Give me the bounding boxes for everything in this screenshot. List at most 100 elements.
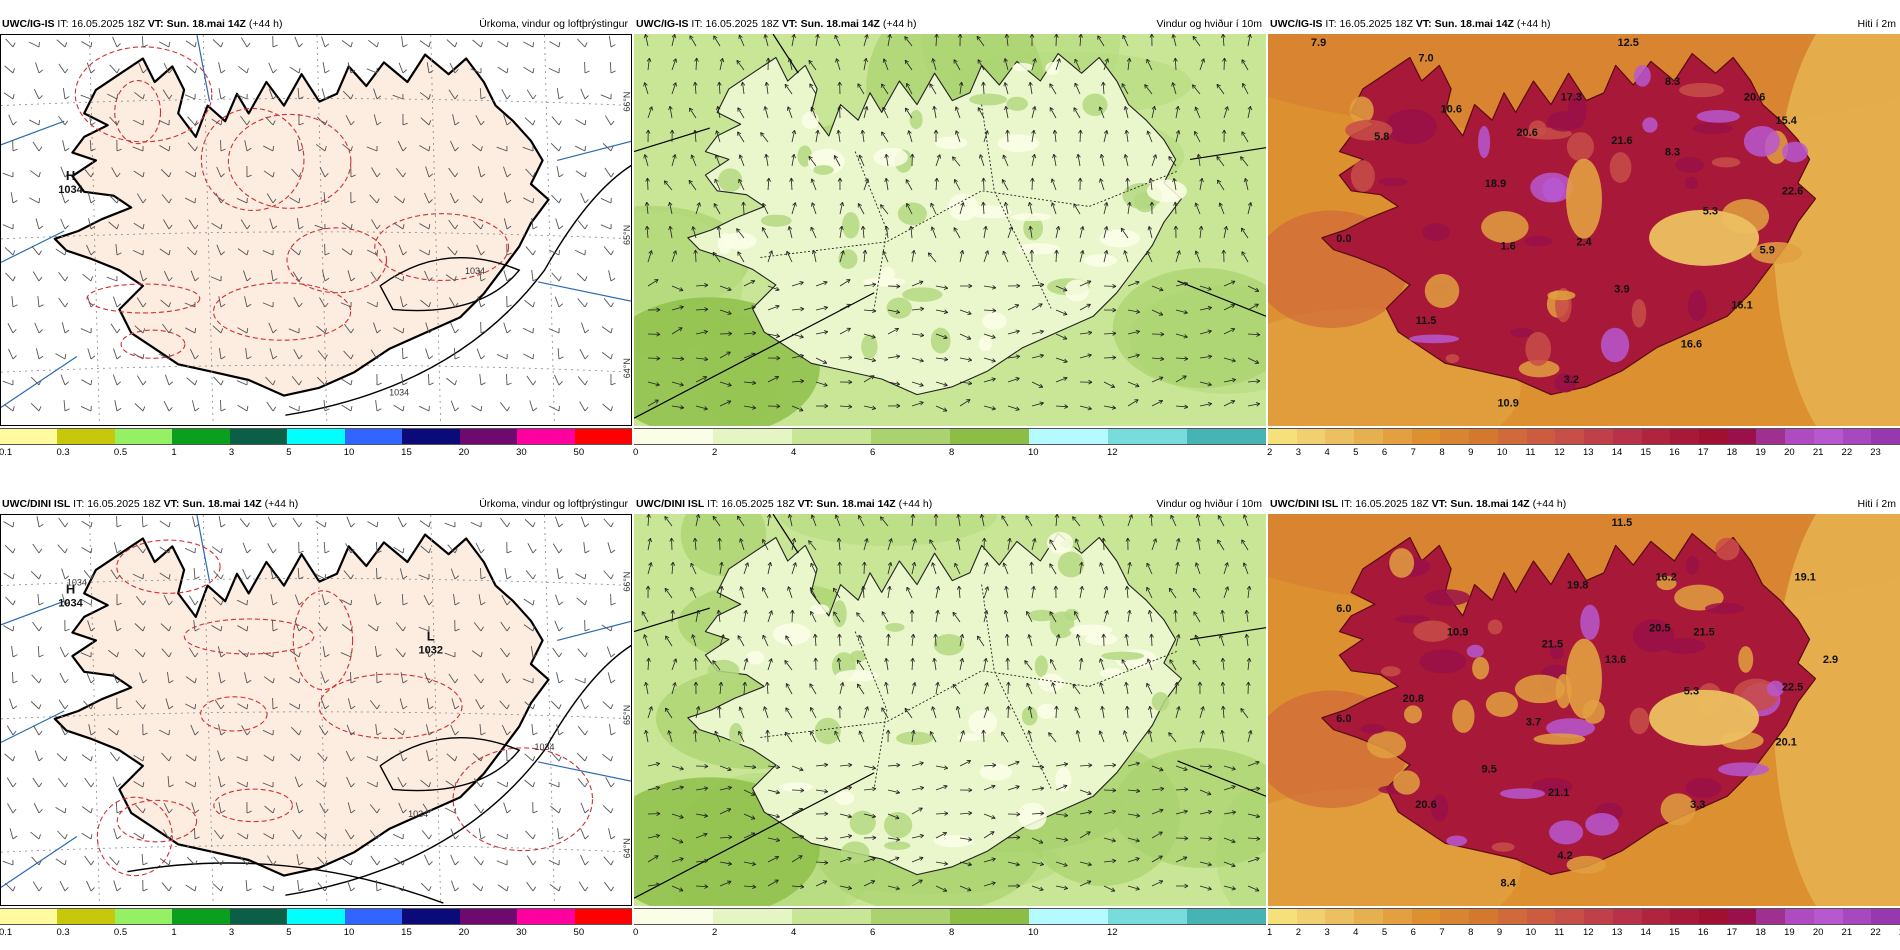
colorbar-tick-label: 17	[1726, 927, 1738, 938]
model-name: UWC/IG-IS	[636, 18, 689, 30]
colorbar-cell	[634, 429, 713, 444]
pressure-center-value: 1034	[58, 597, 83, 609]
map-svg	[634, 34, 1266, 426]
colorbar-cell	[172, 909, 230, 924]
temperature-label: 16.6	[1681, 339, 1702, 351]
colorbar-tick-label: 7	[1410, 447, 1416, 458]
colorbar-cell	[1296, 429, 1326, 444]
map-panel-igis-wind: UWC/IG-IS IT: 16.05.2025 18Z VT: Sun. 18…	[633, 14, 1266, 469]
colorbar-tick-label: 19	[1755, 447, 1766, 458]
temperature-label: 20.6	[1516, 127, 1537, 139]
init-time-label: IT:	[73, 498, 85, 510]
temperature-label: 3.3	[1690, 799, 1705, 811]
init-time-value: 16.05.2025 18Z	[721, 498, 795, 510]
panel-header: UWC/DINI ISL IT: 16.05.2025 18Z VT: Sun.…	[634, 494, 1266, 514]
colorbar-tick-label: 15	[1640, 447, 1652, 458]
colorbar-cell	[1785, 429, 1814, 444]
colorbar-tick-label: 2	[1295, 927, 1302, 938]
domain-boundary-lines	[1, 515, 631, 888]
colorbar-tick-label: 4	[1353, 927, 1359, 938]
colorbar-tick-label: 13	[1611, 927, 1623, 938]
temperature-label: 3.9	[1614, 284, 1629, 296]
map-svg	[634, 514, 1266, 906]
colorbar: 0 2 4 6 8 10 12	[633, 428, 1266, 460]
colorbar-cell	[1842, 909, 1872, 924]
colorbar-cell	[57, 429, 115, 444]
init-time-value: 16.05.2025 18Z	[87, 498, 161, 510]
colorbar-cell	[1612, 429, 1642, 444]
wind-barbs	[2, 515, 616, 892]
init-time-label: IT:	[1325, 18, 1337, 30]
colorbar-labels: 0 2 4 6 8 10 12	[633, 447, 1266, 459]
temperature-label: 8.3	[1665, 147, 1680, 159]
colorbar-cell	[1440, 909, 1470, 924]
lead-time: (+44 h)	[248, 18, 283, 30]
temperature-label: 5.3	[1703, 205, 1718, 217]
colorbar-cell	[1411, 429, 1441, 444]
temperature-label: 5.8	[1374, 131, 1389, 143]
colorbar-cell	[1268, 429, 1297, 444]
valid-time-value: Sun. 18.mai 14Z	[182, 498, 262, 510]
colorbar-tick-label: 3	[228, 927, 235, 938]
latitude-label: 64°N	[622, 838, 632, 858]
wind-arrows	[643, 34, 1261, 412]
map-area: H 1034 1034 1034 66°N 65°N 64°N	[0, 34, 632, 426]
temperature-label: 11.5	[1612, 517, 1633, 529]
valid-time-value: Sun. 18.mai 14Z	[816, 498, 896, 510]
colorbar-tick-label: 12	[1107, 927, 1118, 938]
panel-run-info: UWC/IG-IS IT: 16.05.2025 18Z VT: Sun. 18…	[1270, 18, 1550, 30]
colorbar: 2 3 4 5 6 7 8 9 10 11 12 13 14 15 16 17 18 19 20 21 22 23	[1267, 428, 1900, 460]
colorbar-cell	[229, 429, 288, 444]
temperature-label: 21.6	[1611, 135, 1632, 147]
colorbar-tick-label: 20	[1784, 447, 1795, 458]
colorbar-cell	[713, 909, 792, 924]
colorbar-cell	[792, 909, 871, 924]
colorbar-cell	[517, 429, 575, 444]
model-name: UWC/DINI ISL	[2, 498, 71, 510]
panel-run-info: UWC/DINI ISL IT: 16.05.2025 18Z VT: Sun.…	[2, 498, 298, 510]
colorbar-cell	[574, 429, 632, 444]
temperature-label: 10.9	[1497, 397, 1518, 409]
colorbar-cell	[1268, 909, 1297, 924]
temperature-label: 21.1	[1548, 787, 1569, 799]
colorbar-cell	[1756, 909, 1786, 924]
colorbar-labels: 0 2 4 6 8 10 12	[633, 927, 1266, 939]
colorbar-cell	[1670, 429, 1700, 444]
isobar-label: 1034	[535, 742, 555, 752]
colorbar-tick-label: 6	[1410, 927, 1416, 938]
colorbar-tick-label: 30	[516, 927, 527, 938]
colorbar-strip	[1268, 428, 1900, 445]
colorbar-tick-label: 4	[1324, 447, 1330, 458]
temperature-label: 19.8	[1567, 579, 1588, 591]
colorbar-cell	[1354, 429, 1383, 444]
colorbar-cell	[1325, 909, 1355, 924]
colorbar-tick-label: 15	[401, 927, 412, 938]
pressure-center-letter: H	[66, 168, 75, 183]
panel-title: Vindur og hviður í 10m	[1156, 18, 1262, 30]
valid-time-label: VT:	[1431, 498, 1448, 510]
colorbar-tick-label: 12	[1554, 447, 1565, 458]
temperature-label: 1.6	[1501, 241, 1516, 253]
colorbar-cell	[1813, 909, 1843, 924]
colorbar-tick-label: 8	[949, 447, 955, 458]
colorbar-tick-label: 4	[791, 927, 797, 938]
map-area: 11.5 19.8 16.2 19.1 6.0 10.9 21.5 20.5 13.6 21.5 2…	[1268, 514, 1900, 906]
colorbar-cell	[950, 429, 1029, 444]
latitude-label: 65°N	[622, 225, 632, 245]
colorbar-cell	[871, 909, 950, 924]
temperature-label: 8.4	[1501, 877, 1517, 889]
colorbar-tick-label: 14	[1640, 927, 1652, 938]
valid-time-value: Sun. 18.mai 14Z	[1434, 18, 1514, 30]
colorbar-tick-label: 6	[870, 927, 876, 938]
colorbar-cell	[1584, 429, 1613, 444]
valid-time-value: Sun. 18.mai 14Z	[1450, 498, 1530, 510]
panel-header: UWC/IG-IS IT: 16.05.2025 18Z VT: Sun. 18…	[1268, 14, 1900, 34]
panel-title: Hiti í 2m	[1857, 498, 1896, 510]
colorbar-tick-label: 12	[1583, 927, 1594, 938]
temperature-label: 21.5	[1542, 638, 1563, 650]
panel-run-info: UWC/IG-IS IT: 16.05.2025 18Z VT: Sun. 18…	[2, 18, 282, 30]
temperature-label: 18.9	[1485, 178, 1506, 190]
colorbar-tick-label: 2	[1267, 447, 1273, 458]
colorbar-tick-label: 22	[1870, 927, 1881, 938]
colorbar-labels: 0.1 0.3 0.5 1 3 5 10 15 20 30 50	[0, 447, 632, 459]
